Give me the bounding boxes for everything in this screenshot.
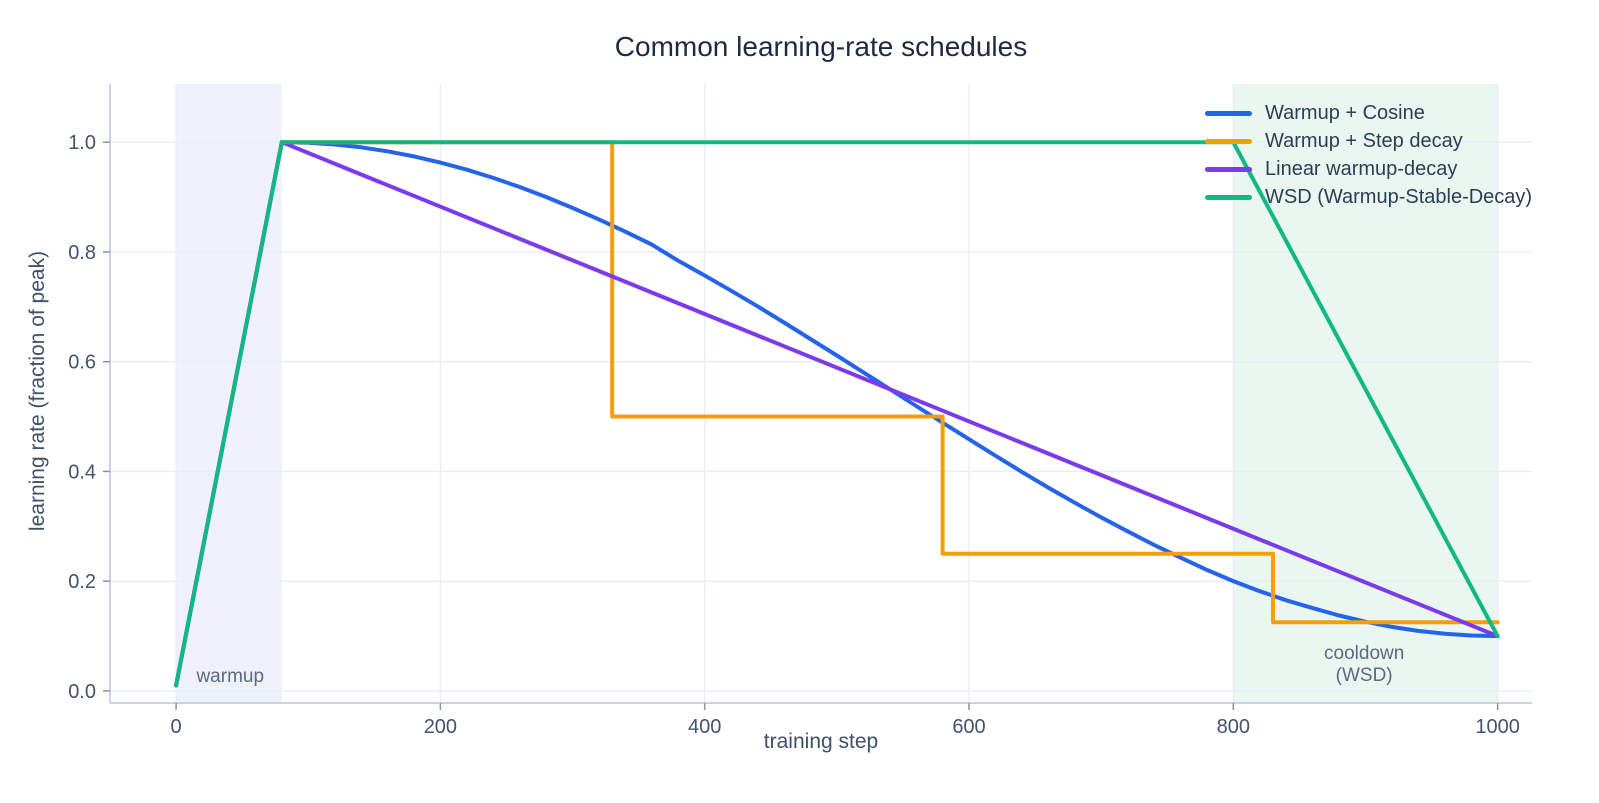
y-tick-label: 0.2 (68, 571, 96, 593)
y-tick-label: 0.8 (68, 242, 96, 264)
x-tick-label: 800 (1217, 716, 1250, 738)
band-cooldown-wsd (1233, 84, 1498, 703)
legend-item-wsd-warmup-stable-decay[interactable]: WSD (Warmup-Stable-Decay) (1205, 183, 1532, 211)
y-tick-label: 0.6 (68, 352, 96, 374)
x-axis-title: training step (763, 730, 879, 753)
legend-item-warmup-step-decay[interactable]: Warmup + Step decay (1205, 127, 1532, 155)
y-tick-label: 0.0 (68, 681, 96, 703)
annotation-warmup: warmup (196, 665, 265, 687)
legend-swatch (1205, 166, 1252, 172)
x-tick-label: 0 (171, 716, 182, 738)
x-tick-label: 1000 (1475, 716, 1520, 738)
legend-item-linear-warmup-decay[interactable]: Linear warmup-decay (1205, 155, 1532, 183)
legend: Warmup + Cosine Warmup + Step decay Linear… (1205, 99, 1532, 211)
x-tick-label: 400 (688, 716, 721, 738)
x-tick-label: 600 (952, 716, 985, 738)
legend-swatch (1205, 194, 1252, 200)
series-line-wsd-warmup-stable-decay (174, 140, 1500, 688)
legend-swatch (1205, 138, 1252, 144)
y-tick-label: 0.4 (68, 461, 96, 483)
x-tick-label: 200 (424, 716, 457, 738)
legend-label: Linear warmup-decay (1265, 157, 1458, 180)
legend-swatch (1205, 110, 1252, 116)
y-axis-title: learning rate (fraction of peak) (26, 250, 49, 532)
legend-label: WSD (Warmup-Stable-Decay) (1265, 185, 1533, 208)
annotation-cooldown-wsd: cooldown (WSD) (1324, 643, 1405, 687)
series-line-warmup-cosine (174, 140, 1500, 688)
chart-title: Common learning-rate schedules (614, 31, 1028, 62)
legend-label: Warmup + Cosine (1265, 101, 1425, 124)
legend-label: Warmup + Step decay (1265, 129, 1463, 152)
legend-item-warmup-cosine[interactable]: Warmup + Cosine (1205, 99, 1532, 127)
y-tick-label: 1.0 (68, 132, 96, 154)
